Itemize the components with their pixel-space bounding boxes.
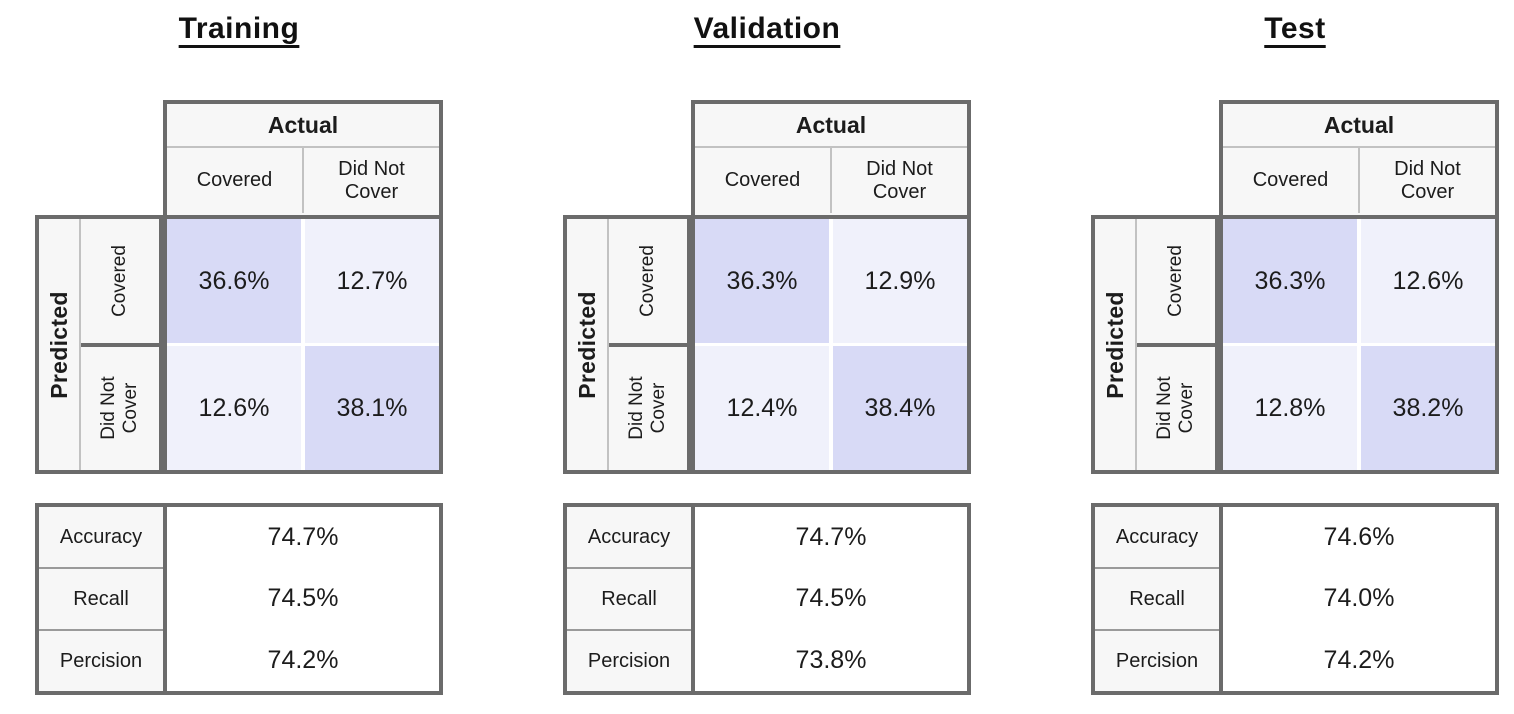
actual-axis-label: Actual xyxy=(167,104,439,148)
metric-value-accuracy: 74.6% xyxy=(1323,523,1395,552)
cell-true-positive: 36.3% xyxy=(1223,219,1357,343)
metric-labels: Accuracy Recall Percision xyxy=(1095,507,1223,691)
predicted-axis: Predicted xyxy=(567,219,609,470)
metric-label-recall: Recall xyxy=(39,567,163,629)
confusion-matrix: Actual Covered Did Not Cover Predicted C… xyxy=(1091,100,1499,474)
col-header-did-not-cover: Did Not Cover xyxy=(1394,157,1461,203)
panel-test: Test Actual Covered Did Not Cover Predic… xyxy=(1091,0,1499,695)
row-header-covered: Covered xyxy=(1137,219,1215,347)
matrix-header: Actual Covered Did Not Cover xyxy=(1219,100,1499,215)
metric-labels: Accuracy Recall Percision xyxy=(39,507,167,691)
metric-value-recall: 74.5% xyxy=(795,584,867,613)
matrix-body: Predicted Covered Did Not Cover 36.3% 12… xyxy=(563,215,971,474)
actual-axis-label: Actual xyxy=(695,104,967,148)
predicted-axis: Predicted xyxy=(39,219,81,470)
panel-title: Training xyxy=(178,12,300,45)
metric-label-precision: Percision xyxy=(39,629,163,691)
matrix-body: Predicted Covered Did Not Cover 36.6% 12… xyxy=(35,215,443,474)
metric-label-accuracy: Accuracy xyxy=(1115,525,1199,548)
matrix-body: Predicted Covered Did Not Cover 36.3% 12… xyxy=(1091,215,1499,474)
metric-values: 74.7% 74.5% 74.2% xyxy=(167,507,439,691)
col-header-covered: Covered xyxy=(1223,148,1360,213)
actual-axis-label: Actual xyxy=(1223,104,1495,148)
cell-true-positive: 36.6% xyxy=(167,219,301,343)
row-header-block: Predicted Covered Did Not Cover xyxy=(563,215,691,474)
cell-false-negative: 12.4% xyxy=(695,346,829,470)
row-header-covered: Covered xyxy=(609,219,687,347)
confusion-matrix-board: Training Actual Covered Did Not Cover Pr… xyxy=(35,0,1499,695)
metric-label-recall: Recall xyxy=(1095,567,1219,629)
cell-false-negative: 12.8% xyxy=(1223,346,1357,470)
metric-label-precision: Percision xyxy=(1095,629,1219,691)
metrics-table: Accuracy Recall Percision 74.7% 74.5% 74… xyxy=(35,503,443,695)
panel-validation: Validation Actual Covered Did Not Cover … xyxy=(563,0,971,695)
metric-labels: Accuracy Recall Percision xyxy=(567,507,695,691)
predicted-axis-label: Predicted xyxy=(1101,290,1128,399)
cell-false-positive: 12.7% xyxy=(305,219,439,343)
matrix-cells: 36.3% 12.6% 12.8% 38.2% xyxy=(1219,215,1499,474)
panel-training: Training Actual Covered Did Not Cover Pr… xyxy=(35,0,443,695)
metric-value-precision: 74.2% xyxy=(1323,645,1395,674)
metric-value-accuracy: 74.7% xyxy=(795,523,867,552)
row-header-did-not-cover: Did Not Cover xyxy=(626,376,669,440)
cell-true-positive: 36.3% xyxy=(695,219,829,343)
confusion-matrix: Actual Covered Did Not Cover Predicted C… xyxy=(563,100,971,474)
cell-false-negative: 12.6% xyxy=(167,346,301,470)
row-labels: Covered Did Not Cover xyxy=(609,219,687,470)
predicted-axis-label: Predicted xyxy=(573,290,600,399)
cell-true-negative: 38.2% xyxy=(1361,346,1495,470)
metric-values: 74.6% 74.0% 74.2% xyxy=(1223,507,1495,691)
metric-label-recall: Recall xyxy=(567,567,691,629)
metric-value-accuracy: 74.7% xyxy=(267,523,339,552)
metric-value-precision: 73.8% xyxy=(795,645,867,674)
metric-label-accuracy: Accuracy xyxy=(59,525,143,548)
matrix-cells: 36.3% 12.9% 12.4% 38.4% xyxy=(691,215,971,474)
column-headers: Covered Did Not Cover xyxy=(1223,148,1495,213)
row-header-block: Predicted Covered Did Not Cover xyxy=(1091,215,1219,474)
metric-value-recall: 74.0% xyxy=(1323,584,1395,613)
row-header-did-not-cover: Did Not Cover xyxy=(1154,376,1197,440)
row-header-did-not-cover: Did Not Cover xyxy=(98,376,141,440)
metric-values: 74.7% 74.5% 73.8% xyxy=(695,507,967,691)
predicted-axis: Predicted xyxy=(1095,219,1137,470)
row-labels: Covered Did Not Cover xyxy=(1137,219,1215,470)
column-headers: Covered Did Not Cover xyxy=(167,148,439,213)
column-headers: Covered Did Not Cover xyxy=(695,148,967,213)
col-header-did-not-cover: Did Not Cover xyxy=(866,157,933,203)
col-header-did-not-cover: Did Not Cover xyxy=(338,157,405,203)
matrix-header: Actual Covered Did Not Cover xyxy=(163,100,443,215)
cell-true-negative: 38.1% xyxy=(305,346,439,470)
confusion-matrix: Actual Covered Did Not Cover Predicted C… xyxy=(35,100,443,474)
matrix-cells: 36.6% 12.7% 12.6% 38.1% xyxy=(163,215,443,474)
cell-false-positive: 12.6% xyxy=(1361,219,1495,343)
matrix-header: Actual Covered Did Not Cover xyxy=(691,100,971,215)
metric-label-accuracy: Accuracy xyxy=(587,525,671,548)
panel-title: Test xyxy=(1264,12,1326,45)
metrics-table: Accuracy Recall Percision 74.6% 74.0% 74… xyxy=(1091,503,1499,695)
cell-true-negative: 38.4% xyxy=(833,346,967,470)
predicted-axis-label: Predicted xyxy=(45,290,72,399)
panel-title: Validation xyxy=(693,12,841,45)
metric-label-precision: Percision xyxy=(567,629,691,691)
metric-value-recall: 74.5% xyxy=(267,584,339,613)
metric-value-precision: 74.2% xyxy=(267,645,339,674)
row-labels: Covered Did Not Cover xyxy=(81,219,159,470)
col-header-covered: Covered xyxy=(167,148,304,213)
col-header-covered: Covered xyxy=(695,148,832,213)
row-header-covered: Covered xyxy=(81,219,159,347)
cell-false-positive: 12.9% xyxy=(833,219,967,343)
row-header-block: Predicted Covered Did Not Cover xyxy=(35,215,163,474)
metrics-table: Accuracy Recall Percision 74.7% 74.5% 73… xyxy=(563,503,971,695)
